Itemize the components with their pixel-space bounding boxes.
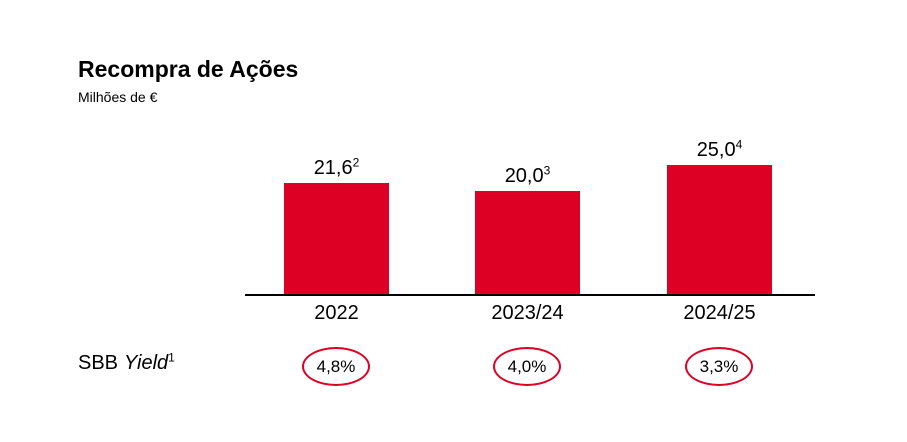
yield-circle-2023-24: 4,0%	[493, 347, 561, 386]
yield-label-italic: Yield	[124, 352, 169, 374]
chart-subtitle: Milhões de €	[78, 89, 158, 105]
yield-circle-2022: 4,8%	[302, 347, 370, 386]
bar-group-2022: 21,62	[284, 155, 389, 296]
bar-value-text: 20,0	[504, 165, 544, 187]
bar-group-2024-25: 25,04	[667, 137, 772, 296]
footnote-marker: 2	[352, 155, 360, 170]
bar-value-text: 21,6	[313, 157, 353, 179]
yield-value-2024-25: 3,3%	[699, 356, 739, 376]
x-tick-2024-25: 2024/25	[683, 302, 756, 324]
sbb-label-text: SBB	[78, 352, 119, 374]
bar-value-text: 25,0	[696, 139, 736, 161]
footnote-marker: 1	[168, 350, 175, 365]
footnote-marker: 4	[735, 137, 743, 152]
footnote-marker: 3	[543, 163, 551, 178]
bar-2023-24	[475, 191, 580, 296]
bar-2022	[284, 183, 389, 296]
chart-title: Recompra de Ações	[78, 56, 299, 82]
x-tick-2022: 2022	[314, 302, 359, 324]
yield-circle-2024-25: 3,3%	[685, 347, 753, 386]
yield-value-2022: 4,8%	[316, 356, 356, 376]
bar-value-label: 25,04	[696, 137, 743, 161]
bar-value-label: 20,03	[504, 163, 551, 187]
sbb-yield-row-label: SBB Yield1	[78, 350, 175, 375]
x-axis-line	[245, 294, 815, 296]
yield-value-2023-24: 4,0%	[507, 356, 547, 376]
bar-group-2023-24: 20,03	[475, 163, 580, 296]
x-tick-2023-24: 2023/24	[491, 302, 564, 324]
bar-value-label: 21,62	[313, 155, 360, 179]
bar-2024-25	[667, 165, 772, 296]
